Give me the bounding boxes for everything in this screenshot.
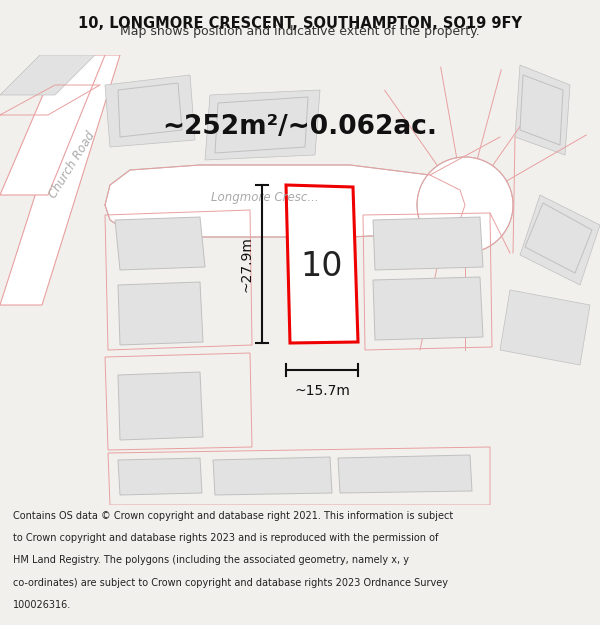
- Polygon shape: [118, 372, 203, 440]
- Text: HM Land Registry. The polygons (including the associated geometry, namely x, y: HM Land Registry. The polygons (includin…: [13, 556, 409, 566]
- Text: 10, LONGMORE CRESCENT, SOUTHAMPTON, SO19 9FY: 10, LONGMORE CRESCENT, SOUTHAMPTON, SO19…: [78, 16, 522, 31]
- Polygon shape: [286, 185, 358, 343]
- Polygon shape: [0, 55, 95, 95]
- Text: co-ordinates) are subject to Crown copyright and database rights 2023 Ordnance S: co-ordinates) are subject to Crown copyr…: [13, 578, 448, 587]
- Polygon shape: [0, 55, 105, 195]
- Text: ~15.7m: ~15.7m: [294, 384, 350, 398]
- Polygon shape: [115, 217, 205, 270]
- Text: ~27.9m: ~27.9m: [240, 236, 254, 292]
- Polygon shape: [118, 282, 203, 345]
- Text: 100026316.: 100026316.: [13, 600, 71, 610]
- Polygon shape: [520, 75, 563, 145]
- Polygon shape: [0, 55, 120, 305]
- Text: Longmore Cresc...: Longmore Cresc...: [211, 191, 319, 204]
- Polygon shape: [105, 165, 465, 237]
- Polygon shape: [118, 458, 202, 495]
- Text: 10: 10: [301, 251, 343, 284]
- Text: ~252m²/~0.062ac.: ~252m²/~0.062ac.: [163, 114, 437, 140]
- Polygon shape: [105, 75, 195, 147]
- Polygon shape: [338, 455, 472, 493]
- Polygon shape: [373, 277, 483, 340]
- Text: Church Road: Church Road: [46, 129, 98, 201]
- Polygon shape: [373, 217, 483, 270]
- Polygon shape: [515, 65, 570, 155]
- Text: Contains OS data © Crown copyright and database right 2021. This information is : Contains OS data © Crown copyright and d…: [13, 511, 454, 521]
- Circle shape: [417, 157, 513, 253]
- Text: to Crown copyright and database rights 2023 and is reproduced with the permissio: to Crown copyright and database rights 2…: [13, 533, 439, 543]
- Polygon shape: [213, 457, 332, 495]
- Polygon shape: [500, 290, 590, 365]
- Text: Map shows position and indicative extent of the property.: Map shows position and indicative extent…: [120, 26, 480, 39]
- Polygon shape: [525, 203, 592, 273]
- Polygon shape: [118, 83, 182, 137]
- Polygon shape: [205, 90, 320, 160]
- Polygon shape: [520, 195, 600, 285]
- Polygon shape: [215, 97, 308, 153]
